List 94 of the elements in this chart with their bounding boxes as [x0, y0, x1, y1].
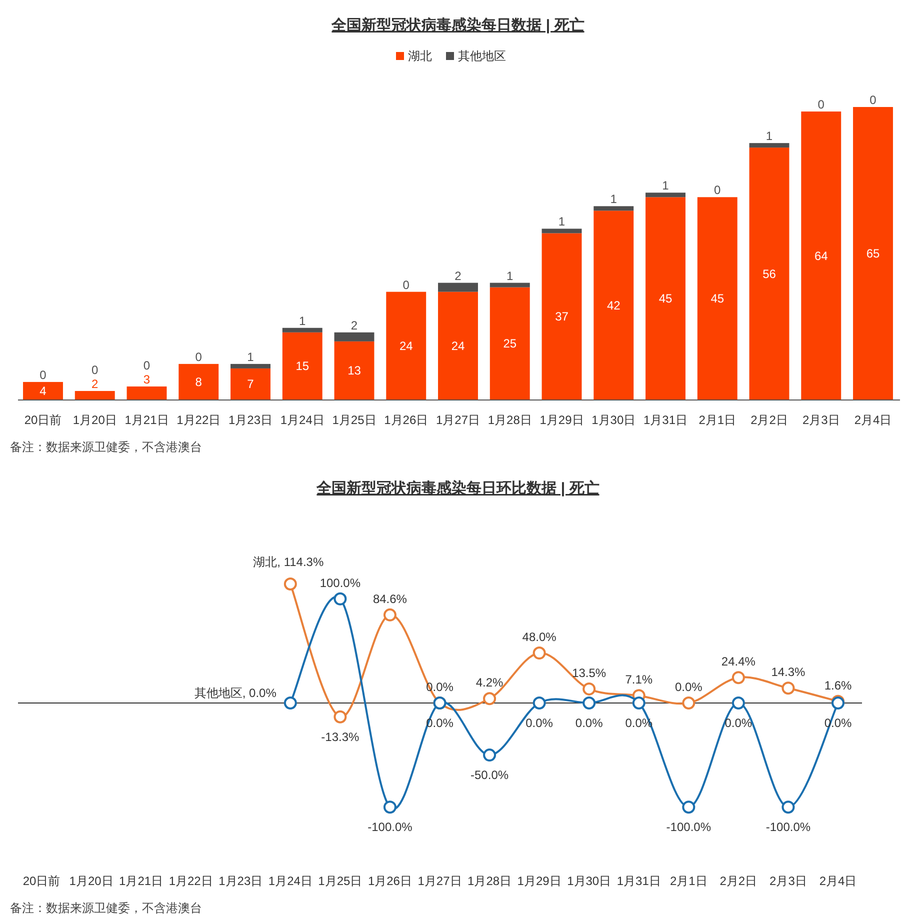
data-label: 0 — [818, 98, 825, 112]
x-tick-label: 2月4日 — [819, 874, 857, 888]
data-label: 0.0% — [724, 716, 752, 730]
data-label: 24 — [399, 338, 414, 353]
data-label: 4.2% — [476, 676, 504, 690]
data-label: 65 — [866, 246, 880, 260]
x-tick-label: 1月26日 — [384, 413, 428, 427]
data-label: 7.1% — [625, 672, 653, 687]
data-label: 84.6% — [372, 592, 408, 606]
data-label: 0 — [195, 350, 202, 364]
x-tick-label: 1月20日 — [72, 413, 117, 427]
data-label: 0.0% — [674, 680, 703, 694]
x-tick-label: 1月20日 — [69, 874, 114, 888]
data-label: 0 — [870, 93, 877, 107]
x-tick-label: 20日前 — [24, 413, 62, 427]
data-label: -13.3% — [321, 730, 360, 744]
data-label: 1 — [299, 314, 306, 328]
legend-label: 其他地区 — [458, 49, 506, 63]
chart-title: 全国新型冠状病毒感染每日环比数据 | 死亡 — [316, 479, 600, 497]
x-tick-label: 2月2日 — [750, 413, 788, 427]
data-label: 1 — [610, 192, 618, 206]
x-tick-label: 1月28日 — [468, 874, 512, 888]
data-label: 1.6% — [824, 678, 852, 692]
x-tick-label: 2月4日 — [854, 413, 892, 427]
data-label: 13.5% — [572, 666, 606, 680]
data-label: 湖北, 114.3% — [253, 555, 324, 569]
data-label: 2 — [350, 318, 358, 332]
x-tick-label: 1月31日 — [643, 413, 688, 427]
data-label: 3 — [143, 372, 150, 386]
data-label: 56 — [762, 266, 776, 281]
data-label: 2 — [92, 376, 99, 391]
data-label: 1 — [506, 268, 514, 283]
x-tick-label: 1月21日 — [124, 413, 169, 427]
text: 备注：数据来源卫健委，不含港澳台 — [10, 440, 202, 454]
data-label: 8 — [195, 374, 202, 389]
x-tick-label: 1月29日 — [540, 413, 584, 427]
data-label: 0.0% — [526, 716, 554, 730]
x-tick-label: 2月2日 — [720, 874, 758, 888]
x-tick-label: 1月23日 — [218, 874, 263, 888]
data-label: 48.0% — [522, 630, 557, 644]
data-label: 0 — [143, 358, 150, 372]
data-label: 14.3% — [771, 665, 806, 680]
data-label: 13 — [348, 364, 362, 378]
data-label: 1 — [766, 129, 773, 144]
x-tick-label: 1月30日 — [592, 413, 636, 427]
data-label: 15 — [296, 359, 310, 374]
x-tick-label: 20日前 — [22, 874, 60, 888]
data-label: 0 — [714, 183, 722, 198]
x-tick-label: 1月24日 — [280, 413, 324, 427]
data-label: 25 — [503, 336, 517, 351]
x-tick-label: 1月27日 — [436, 413, 480, 427]
x-tick-label: 1月29日 — [517, 874, 562, 888]
data-label: 42 — [606, 298, 621, 312]
x-tick-label: 1月24日 — [268, 874, 312, 888]
data-label: 45 — [658, 292, 672, 306]
x-tick-label: 1月28日 — [488, 413, 532, 427]
x-tick-label: 1月25日 — [318, 874, 362, 888]
x-tick-label: 2月1日 — [698, 413, 736, 427]
data-label: 0.0% — [575, 716, 604, 730]
data-label: 1 — [662, 178, 670, 193]
x-tick-label: 1月22日 — [176, 413, 221, 427]
x-tick-label: 1月22日 — [168, 874, 213, 888]
data-label: 24.4% — [721, 654, 756, 669]
data-label: -50.0% — [470, 768, 509, 782]
x-tick-label: 1月26日 — [368, 874, 412, 888]
data-label: 0 — [40, 368, 47, 382]
x-tick-label: 1月21日 — [119, 874, 164, 888]
data-label: 0 — [92, 362, 99, 377]
data-label: -100.0% — [666, 820, 712, 834]
data-label: 100.0% — [320, 576, 361, 590]
x-tick-label: 1月31日 — [616, 874, 661, 888]
x-tick-label: 1月27日 — [418, 874, 462, 888]
data-label: 7 — [247, 377, 254, 392]
x-tick-label: 2月3日 — [802, 413, 840, 427]
x-tick-label: 2月3日 — [770, 874, 807, 888]
x-tick-label: 1月30日 — [567, 874, 612, 888]
data-label: 37 — [555, 310, 569, 324]
data-label: 64 — [814, 248, 828, 263]
x-tick-label: 1月23日 — [228, 413, 273, 427]
data-label: -100.0% — [368, 820, 413, 834]
x-tick-label: 2月1日 — [670, 874, 708, 888]
legend-label: 湖北 — [408, 49, 432, 63]
data-label: 2 — [454, 268, 462, 283]
text: 备注：数据来源卫健委，不含港澳台 — [10, 901, 202, 915]
data-label: 4 — [40, 384, 47, 398]
data-label: 其他地区, 0.0% — [194, 686, 277, 700]
data-label: -100.0% — [766, 820, 811, 834]
data-label: 45 — [710, 292, 724, 306]
chart-title: 全国新型冠状病毒感染每日数据 | 死亡 — [330, 16, 584, 34]
data-label: 1 — [558, 214, 566, 229]
x-tick-label: 1月25日 — [332, 413, 376, 427]
data-label: 1 — [247, 350, 254, 364]
data-label: 24 — [451, 338, 465, 353]
data-label: 0 — [402, 278, 410, 292]
